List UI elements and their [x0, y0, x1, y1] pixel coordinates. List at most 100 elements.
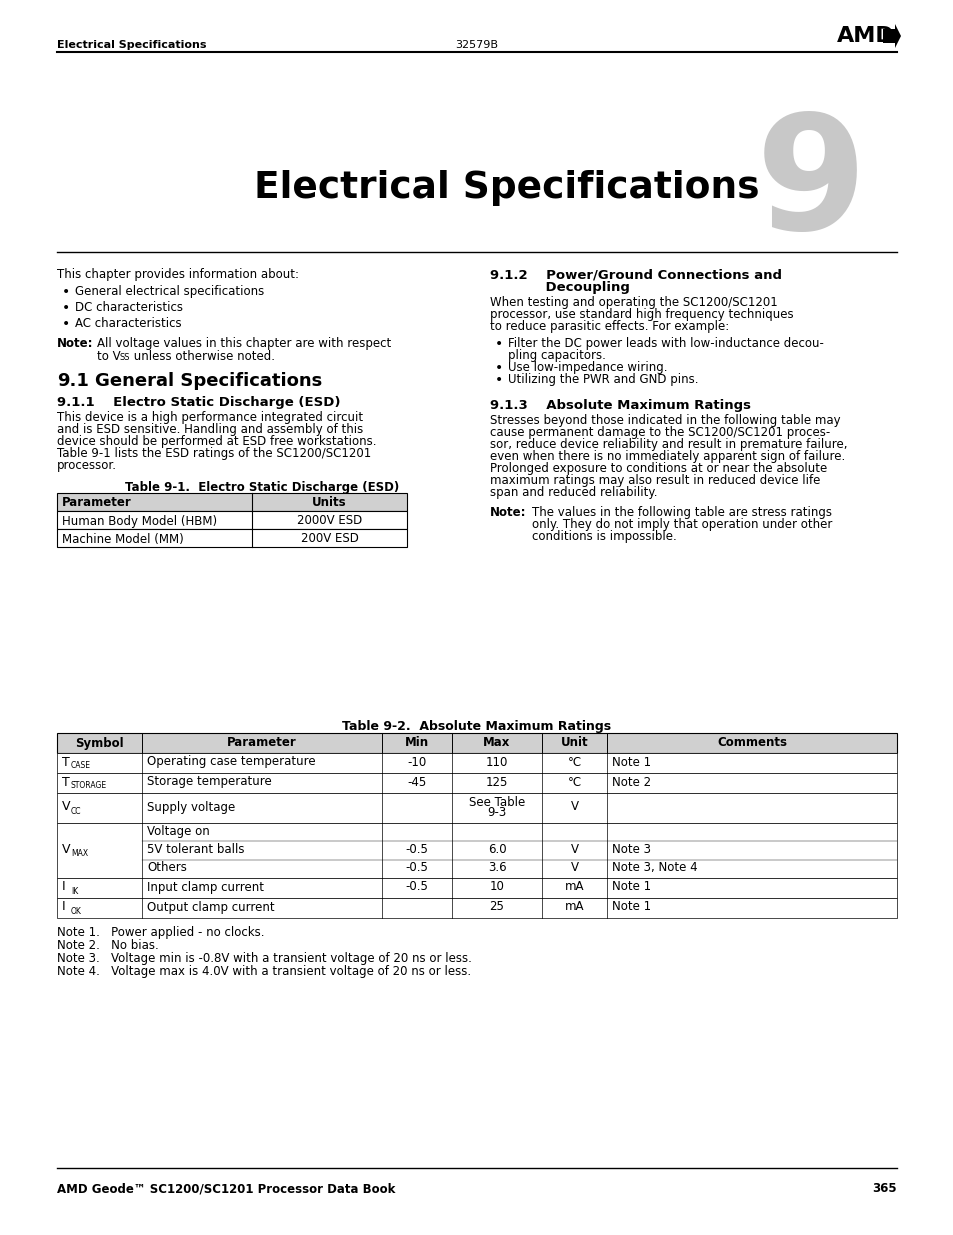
Text: When testing and operating the SC1200/SC1201: When testing and operating the SC1200/SC…	[490, 296, 777, 309]
Text: Others: Others	[147, 861, 187, 874]
Text: Table 9-2.  Absolute Maximum Ratings: Table 9-2. Absolute Maximum Ratings	[342, 720, 611, 734]
Text: T: T	[62, 756, 70, 768]
Text: V: V	[62, 800, 71, 814]
Text: Operating case temperature: Operating case temperature	[147, 756, 315, 768]
Text: T: T	[62, 776, 70, 788]
Text: General electrical specifications: General electrical specifications	[75, 285, 264, 298]
Text: Comments: Comments	[717, 736, 786, 750]
Text: Voltage on: Voltage on	[147, 825, 210, 837]
Text: °C: °C	[567, 756, 581, 768]
Text: 6.0: 6.0	[487, 844, 506, 856]
Text: Note 3, Note 4: Note 3, Note 4	[612, 861, 697, 874]
Text: Symbol: Symbol	[75, 736, 124, 750]
Bar	[57, 823, 896, 878]
Text: Note 1.   Power applied - no clocks.: Note 1. Power applied - no clocks.	[57, 926, 264, 939]
Text: AMD: AMD	[836, 26, 894, 46]
Text: processor.: processor.	[57, 459, 117, 472]
Text: Note 1: Note 1	[612, 881, 651, 893]
Text: to V: to V	[97, 350, 120, 363]
Text: Note 4.   Voltage max is 4.0V with a transient voltage of 20 ns or less.: Note 4. Voltage max is 4.0V with a trans…	[57, 965, 471, 978]
Text: Note:: Note:	[490, 506, 526, 519]
Text: I: I	[62, 881, 66, 893]
Text: °C: °C	[567, 776, 581, 788]
Text: See Table: See Table	[468, 795, 524, 809]
Text: 2000V ESD: 2000V ESD	[296, 515, 362, 527]
Text: •: •	[62, 317, 71, 331]
Bar	[57, 529, 407, 547]
Text: 9.1.1    Electro Static Discharge (ESD): 9.1.1 Electro Static Discharge (ESD)	[57, 396, 340, 409]
Bar	[57, 493, 407, 511]
Text: 9-3: 9-3	[487, 806, 506, 820]
Text: 10: 10	[489, 881, 504, 893]
Text: CASE: CASE	[71, 762, 91, 771]
Text: Filter the DC power leads with low-inductance decou-: Filter the DC power leads with low-induc…	[507, 337, 823, 350]
Text: MAX: MAX	[71, 848, 88, 858]
Bar	[57, 753, 896, 773]
Text: Utilizing the PWR and GND pins.: Utilizing the PWR and GND pins.	[507, 373, 698, 387]
Text: Stresses beyond those indicated in the following table may: Stresses beyond those indicated in the f…	[490, 414, 840, 427]
Text: Note:: Note:	[57, 337, 93, 350]
Text: to reduce parasitic effects. For example:: to reduce parasitic effects. For example…	[490, 320, 728, 333]
Text: -0.5: -0.5	[405, 881, 428, 893]
Text: Note 2: Note 2	[612, 776, 651, 788]
Text: 25: 25	[489, 900, 504, 914]
Text: 125: 125	[485, 776, 508, 788]
Text: 200V ESD: 200V ESD	[300, 532, 358, 546]
Text: Note 1: Note 1	[612, 900, 651, 914]
Text: •: •	[495, 361, 503, 375]
Text: This device is a high performance integrated circuit: This device is a high performance integr…	[57, 411, 363, 424]
Text: mA: mA	[564, 881, 583, 893]
Text: Table 9-1 lists the ESD ratings of the SC1200/SC1201: Table 9-1 lists the ESD ratings of the S…	[57, 447, 371, 459]
Text: 9.1: 9.1	[57, 372, 89, 390]
Text: device should be performed at ESD free workstations.: device should be performed at ESD free w…	[57, 435, 376, 448]
Text: Parameter: Parameter	[227, 736, 296, 750]
Text: V: V	[570, 800, 578, 814]
Text: conditions is impossible.: conditions is impossible.	[532, 530, 676, 543]
Text: -0.5: -0.5	[405, 844, 428, 856]
Text: -45: -45	[407, 776, 426, 788]
Text: cause permanent damage to the SC1200/SC1201 proces-: cause permanent damage to the SC1200/SC1…	[490, 426, 829, 438]
Bar	[57, 793, 896, 823]
Text: V: V	[62, 844, 71, 856]
Text: OK: OK	[71, 906, 82, 915]
Bar	[57, 511, 407, 529]
Text: DC characteristics: DC characteristics	[75, 301, 183, 314]
Text: IK: IK	[71, 887, 78, 895]
Bar	[57, 734, 896, 753]
Text: STORAGE: STORAGE	[71, 782, 107, 790]
Text: mA: mA	[564, 900, 583, 914]
Text: I: I	[62, 900, 66, 914]
Text: Storage temperature: Storage temperature	[147, 776, 272, 788]
Bar	[57, 773, 896, 793]
Text: Table 9-1.  Electro Static Discharge (ESD): Table 9-1. Electro Static Discharge (ESD…	[125, 480, 399, 494]
Text: Machine Model (MM): Machine Model (MM)	[62, 532, 184, 546]
Text: 110: 110	[485, 756, 508, 768]
Text: •: •	[495, 337, 503, 351]
Text: Input clamp current: Input clamp current	[147, 881, 264, 893]
Text: even when there is no immediately apparent sign of failure.: even when there is no immediately appare…	[490, 450, 844, 463]
Text: V: V	[570, 861, 578, 874]
Text: 5V tolerant balls: 5V tolerant balls	[147, 844, 244, 856]
Text: Note 1: Note 1	[612, 756, 651, 768]
Text: This chapter provides information about:: This chapter provides information about:	[57, 268, 298, 282]
Text: Supply voltage: Supply voltage	[147, 800, 235, 814]
Text: 9.1.3    Absolute Maximum Ratings: 9.1.3 Absolute Maximum Ratings	[490, 399, 750, 412]
Text: Units: Units	[312, 496, 347, 510]
Text: 365: 365	[871, 1182, 896, 1195]
Text: •: •	[495, 373, 503, 387]
Text: AMD Geode™ SC1200/SC1201 Processor Data Book: AMD Geode™ SC1200/SC1201 Processor Data …	[57, 1182, 395, 1195]
Text: span and reduced reliability.: span and reduced reliability.	[490, 487, 657, 499]
Text: SS: SS	[120, 353, 131, 362]
Text: V: V	[570, 844, 578, 856]
Text: maximum ratings may also result in reduced device life: maximum ratings may also result in reduc…	[490, 474, 820, 487]
Text: Max: Max	[483, 736, 510, 750]
Text: pling capacitors.: pling capacitors.	[507, 350, 605, 362]
Bar	[57, 898, 896, 918]
Text: -0.5: -0.5	[405, 861, 428, 874]
Text: Unit: Unit	[560, 736, 588, 750]
Text: only. They do not imply that operation under other: only. They do not imply that operation u…	[532, 517, 832, 531]
Text: Note 2.   No bias.: Note 2. No bias.	[57, 939, 158, 952]
Bar	[57, 878, 896, 898]
Text: Note 3.   Voltage min is -0.8V with a transient voltage of 20 ns or less.: Note 3. Voltage min is -0.8V with a tran…	[57, 952, 472, 965]
Text: Electrical Specifications: Electrical Specifications	[254, 170, 759, 206]
